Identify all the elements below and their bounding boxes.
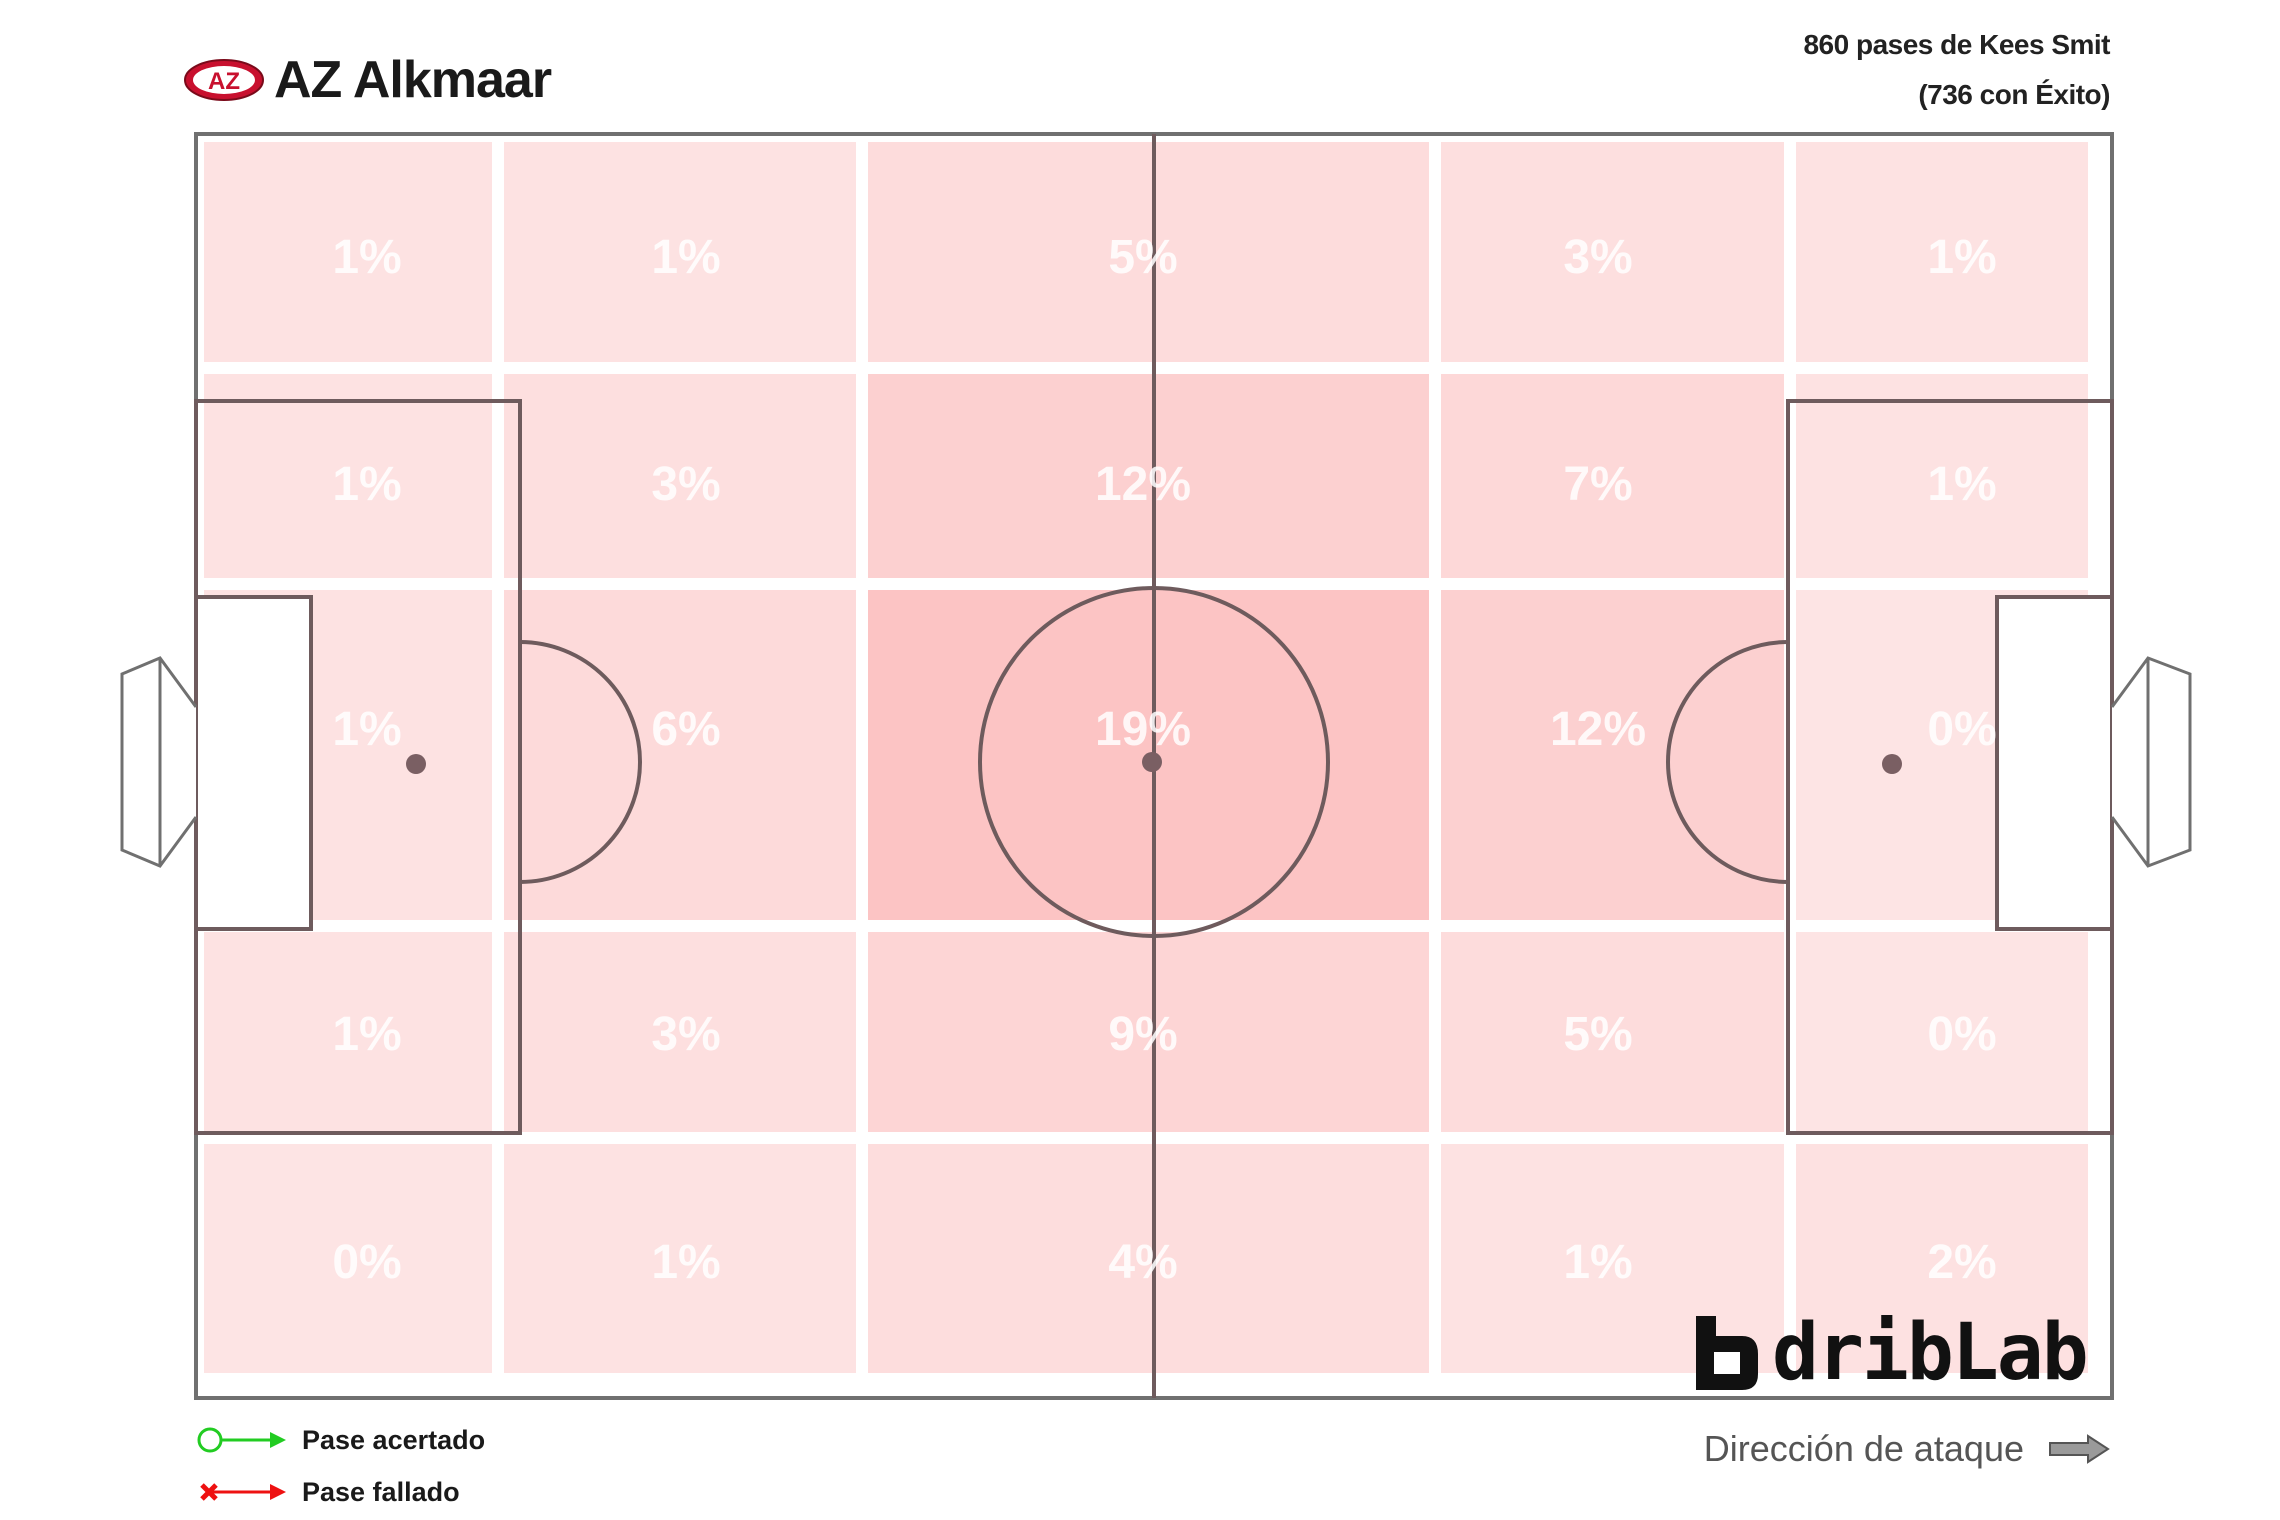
zone-label: 3%: [651, 1008, 720, 1061]
zone-label: 1%: [1927, 231, 1996, 284]
left-penalty-arc: [519, 640, 642, 884]
zone-label: 1%: [332, 1008, 401, 1061]
pass-count-title: 860 pases de Kees Smit: [1803, 29, 2110, 60]
heatmap-zone: [1796, 374, 2088, 578]
team-name: AZ Alkmaar: [274, 51, 552, 109]
legend-success: Pase acertado: [196, 1420, 485, 1460]
zone-label: 5%: [1563, 1008, 1632, 1061]
zone-label: 4%: [1108, 1236, 1177, 1289]
zone-label: 0%: [1927, 703, 1996, 756]
zone-label: 1%: [332, 231, 401, 284]
heatmap-zone: [1441, 1144, 1784, 1373]
zone-label: 3%: [1563, 231, 1632, 284]
heatmap-zone: [204, 142, 492, 362]
heatmap-zone: [868, 374, 1429, 578]
heatmap-zone: [504, 374, 856, 578]
legend-fail-label: Pase fallado: [302, 1476, 460, 1507]
zone-label: 19%: [1095, 703, 1191, 756]
heatmap-zone: [504, 1144, 856, 1373]
team-logo-text: AZ: [208, 68, 240, 95]
heatmap-zones: [204, 142, 2088, 1373]
heatmap-zone: [504, 590, 856, 920]
legend-success-label: Pase acertado: [302, 1424, 486, 1455]
zone-label: 12%: [1095, 458, 1191, 511]
fail-arrow-icon: [200, 1483, 286, 1501]
heatmap-zone: [1441, 142, 1784, 362]
success-arrow-icon: [197, 1427, 286, 1453]
heatmap-zone: [1796, 1144, 2088, 1373]
zone-label: 1%: [1563, 1236, 1632, 1289]
heatmap-zone: [504, 142, 856, 362]
right-goal-area: [1995, 595, 2114, 931]
heatmap-zone: [868, 1144, 1429, 1373]
zone-label: 1%: [1927, 458, 1996, 511]
pitch-spots: [406, 752, 1902, 774]
heatmap-zone: [504, 932, 856, 1132]
left-goal-area: [194, 595, 313, 931]
right-penalty-arc: [1666, 640, 1789, 884]
attack-direction-label: Dirección de ataque: [1703, 1428, 2024, 1469]
zone-label: 9%: [1108, 1008, 1177, 1061]
zone-label: 1%: [651, 1236, 720, 1289]
zone-label: 0%: [1927, 1008, 1996, 1061]
zone-label: 3%: [651, 458, 720, 511]
pass-success-count: (736 con Éxito): [1918, 79, 2110, 110]
zone-label: 2%: [1927, 1236, 1996, 1289]
brand-text: dribLab: [1772, 1308, 2089, 1398]
left-goal: [120, 656, 198, 868]
heatmap-zone: [868, 932, 1429, 1132]
zone-label: 12%: [1550, 703, 1646, 756]
heatmap-zone: [1441, 932, 1784, 1132]
heatmap-zone: [1796, 932, 2088, 1132]
legend-fail: Pase fallado: [196, 1472, 460, 1512]
zone-label: 1%: [332, 458, 401, 511]
brand-logo: dribLab: [1692, 1308, 2089, 1398]
arrow-right-icon: [2049, 1434, 2110, 1464]
attack-direction: Dirección de ataque: [1704, 1428, 2110, 1470]
team-logo: AZ: [184, 59, 264, 101]
heatmap-zone: [204, 374, 492, 578]
zone-label: 1%: [651, 231, 720, 284]
left-penalty-spot: [406, 754, 426, 774]
center-spot: [1142, 752, 1162, 772]
heatmap-zone: [204, 932, 492, 1132]
center-circle: [978, 586, 1330, 938]
zone-label: 0%: [332, 1236, 401, 1289]
heatmap-zone: [1441, 374, 1784, 578]
heatmap-zone: [868, 142, 1429, 362]
zone-label: 1%: [332, 703, 401, 756]
driblab-logo-icon: [1696, 1316, 1758, 1390]
zone-labels: 1% 1% 5% 3% 1% 1% 3% 12% 7% 1% 1% 6% 19% 12% 0% 1% 3% 9% 5…: [332, 231, 1996, 1289]
chart-subtitle: 860 pases de Kees Smit (736 con Éxito): [1803, 20, 2110, 120]
right-penalty-spot: [1882, 754, 1902, 774]
zone-label: 7%: [1563, 458, 1632, 511]
heatmap-zone: [1796, 142, 2088, 362]
zone-label: 6%: [651, 703, 720, 756]
right-goal: [2110, 656, 2192, 868]
heatmap-zone: [204, 1144, 492, 1373]
zone-label: 5%: [1108, 231, 1177, 284]
